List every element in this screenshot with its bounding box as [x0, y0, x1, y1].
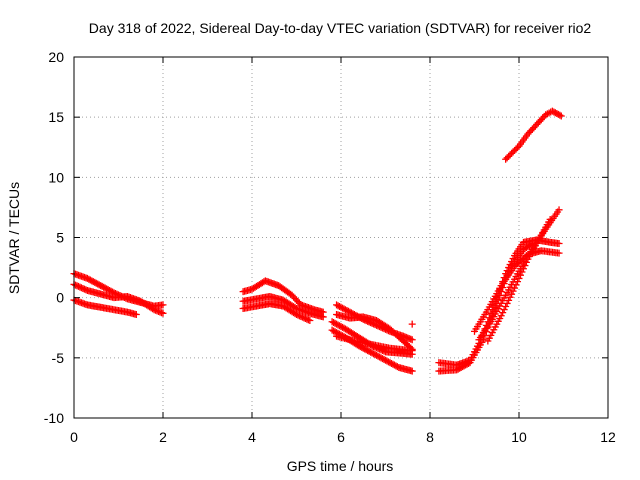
y-tick-label: 10 [48, 169, 64, 185]
data-point [499, 309, 507, 317]
data-point [408, 320, 416, 328]
series-track-17 [484, 215, 554, 345]
data-point [519, 265, 527, 273]
y-tick-label: -5 [52, 350, 65, 366]
data-point [521, 262, 529, 270]
data-point [408, 367, 416, 375]
data-point [319, 313, 327, 321]
y-tick-label: 5 [56, 230, 64, 246]
data-point [509, 287, 517, 295]
data-point [514, 278, 522, 286]
data-point [555, 240, 563, 248]
data-point [304, 316, 312, 324]
x-tick-label: 6 [337, 429, 345, 445]
data-point [515, 274, 523, 282]
series-track-12 [408, 320, 416, 328]
data-point [555, 249, 563, 257]
y-axis-label: SDTVAR / TECUs [6, 182, 22, 294]
y-tick-label: -10 [44, 410, 64, 426]
series-track-2 [70, 280, 167, 317]
data-point [506, 293, 514, 301]
x-tick-label: 8 [426, 429, 434, 445]
series-track-8 [333, 311, 416, 353]
data-point [159, 301, 167, 309]
x-tick-label: 10 [511, 429, 527, 445]
x-tick-label: 0 [70, 429, 78, 445]
data-point [516, 271, 524, 279]
data-point [500, 306, 508, 314]
data-point [497, 312, 505, 320]
data-point [159, 309, 167, 317]
data-point [508, 290, 516, 298]
data-point [546, 215, 554, 223]
series-track-3 [70, 296, 140, 319]
data-point [511, 284, 519, 292]
ticks: 0 2 4 6 8 10 12 -10 -5 0 5 10 15 20 [44, 49, 616, 445]
y-tick-label: 15 [48, 109, 64, 125]
data-point [132, 311, 140, 319]
grid [74, 57, 608, 418]
data-point [306, 317, 314, 325]
data-point [557, 112, 565, 120]
data-point [408, 347, 416, 355]
data-point [408, 336, 416, 344]
series-track-18 [502, 107, 565, 163]
series-track-5 [239, 292, 327, 321]
data-point [522, 258, 530, 266]
x-tick-label: 2 [159, 429, 167, 445]
data-point [555, 206, 563, 214]
data-point [512, 281, 520, 289]
x-tick-label: 4 [248, 429, 256, 445]
series-track-11 [333, 332, 416, 355]
x-tick-label: 12 [600, 429, 616, 445]
y-tick-label: 0 [56, 290, 64, 306]
data-series [70, 107, 565, 375]
data-point [518, 268, 526, 276]
y-tick-label: 20 [48, 49, 64, 65]
data-point [502, 302, 510, 310]
data-point [503, 299, 511, 307]
series-track-6 [239, 300, 314, 325]
x-axis-label: GPS time / hours [287, 458, 394, 474]
data-point [505, 296, 513, 304]
data-point [556, 111, 564, 119]
chart-title: Day 318 of 2022, Sidereal Day-to-day VTE… [89, 20, 592, 36]
